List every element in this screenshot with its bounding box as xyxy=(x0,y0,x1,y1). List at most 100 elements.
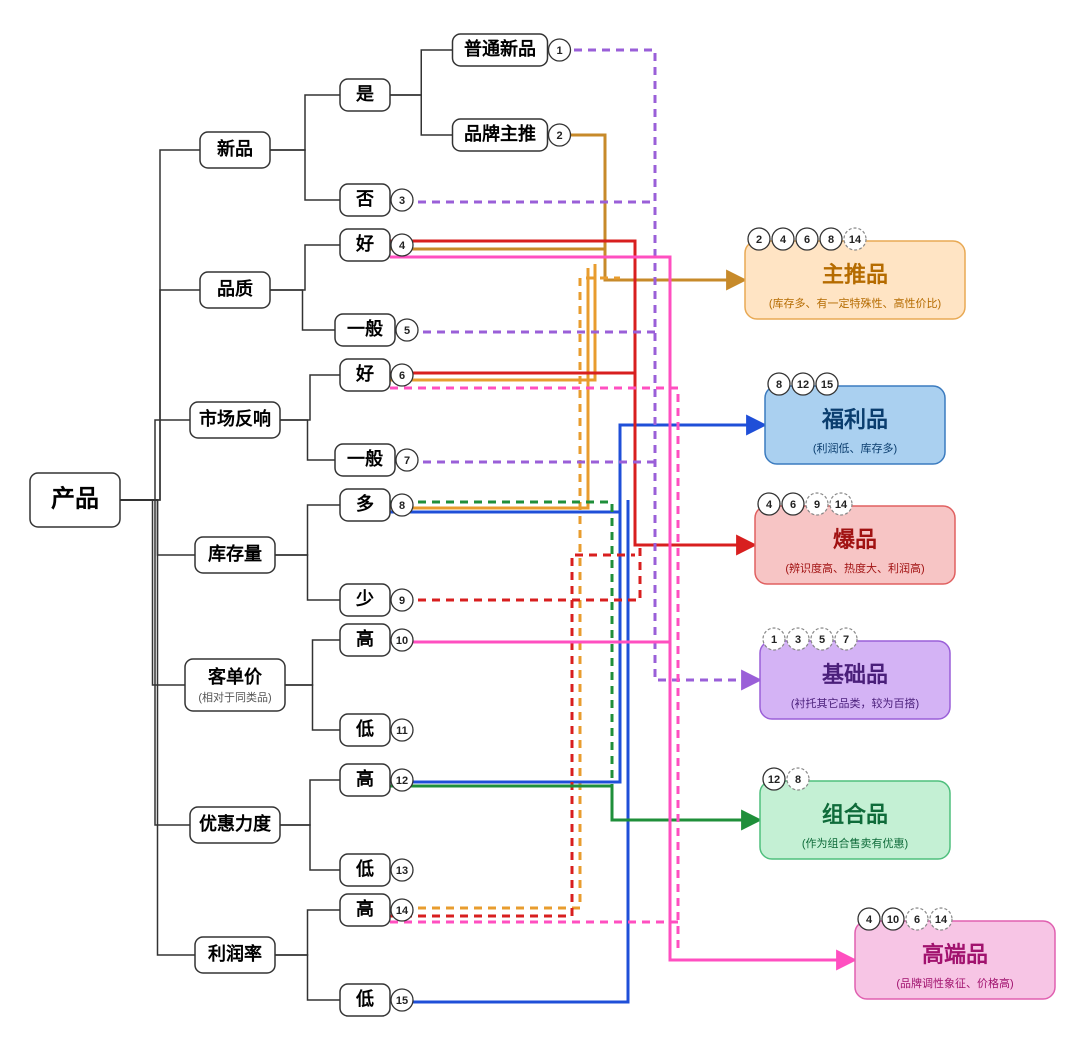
svg-text:14: 14 xyxy=(396,905,409,917)
num-badge-7: 7 xyxy=(396,449,418,471)
diagram-canvas: 产品新品是普通新品1品牌主推2否3品质好4一般5市场反响好6一般7库存量多8少9… xyxy=(0,0,1080,1049)
dim-d6: 优惠力度 xyxy=(190,807,280,843)
svg-text:市场反响: 市场反响 xyxy=(199,408,271,429)
num-badge-14: 14 xyxy=(844,228,866,250)
svg-text:10: 10 xyxy=(396,635,408,647)
svg-text:8: 8 xyxy=(828,234,834,246)
svg-text:高: 高 xyxy=(356,768,374,789)
num-badge-4: 4 xyxy=(391,234,413,256)
node-l3: 否 xyxy=(340,184,390,216)
num-badge-7: 7 xyxy=(835,628,857,650)
svg-text:3: 3 xyxy=(795,634,801,646)
svg-text:高: 高 xyxy=(356,628,374,649)
svg-text:1: 1 xyxy=(556,45,562,57)
category-cat1: 主推品 (库存多、有一定特殊性、高性价比) 246 8 14 xyxy=(745,228,965,319)
num-badge-8: 8 xyxy=(787,768,809,790)
svg-text:品牌主推: 品牌主推 xyxy=(464,123,536,144)
svg-text:普通新品: 普通新品 xyxy=(464,38,536,59)
svg-text:(库存多、有一定特殊性、高性价比): (库存多、有一定特殊性、高性价比) xyxy=(769,296,941,310)
svg-text:一般: 一般 xyxy=(347,448,383,469)
svg-text:低: 低 xyxy=(355,988,374,1009)
node-l12: 高 xyxy=(340,764,390,796)
num-badge-15: 15 xyxy=(816,373,838,395)
num-badge-9: 9 xyxy=(806,493,828,515)
node-l6: 好 xyxy=(340,359,390,391)
root-node: 产品 xyxy=(30,473,120,527)
svg-text:主推品: 主推品 xyxy=(822,262,888,287)
svg-text:爆品: 爆品 xyxy=(833,527,877,552)
svg-text:产品: 产品 xyxy=(51,484,99,512)
svg-text:2: 2 xyxy=(756,234,762,246)
svg-text:12: 12 xyxy=(768,774,780,786)
svg-text:(作为组合售卖有优惠): (作为组合售卖有优惠) xyxy=(802,836,908,850)
svg-text:12: 12 xyxy=(797,379,809,391)
num-badge-6: 6 xyxy=(796,228,818,250)
node-l9: 少 xyxy=(340,584,390,616)
num-badge-4: 4 xyxy=(758,493,780,515)
num-badge-15: 15 xyxy=(391,989,413,1011)
flow-line xyxy=(390,555,635,916)
node-l15: 低 xyxy=(340,984,390,1016)
svg-text:4: 4 xyxy=(766,499,773,511)
svg-text:11: 11 xyxy=(396,725,408,737)
svg-text:9: 9 xyxy=(814,499,820,511)
node-l8: 多 xyxy=(340,489,390,521)
svg-text:4: 4 xyxy=(399,240,406,252)
svg-text:6: 6 xyxy=(914,914,920,926)
svg-text:4: 4 xyxy=(866,914,873,926)
svg-text:14: 14 xyxy=(835,499,848,511)
num-badge-14: 14 xyxy=(391,899,413,921)
node-l1: 普通新品 xyxy=(453,34,548,66)
svg-text:多: 多 xyxy=(356,493,374,514)
svg-text:少: 少 xyxy=(355,589,374,609)
num-badge-6: 6 xyxy=(906,908,928,930)
num-badge-8: 8 xyxy=(391,494,413,516)
svg-text:品质: 品质 xyxy=(217,279,253,299)
num-badge-5: 5 xyxy=(811,628,833,650)
category-layer: 主推品(库存多、有一定特殊性、高性价比)246814福利品(利润低、库存多)81… xyxy=(745,228,1055,999)
svg-text:(辨识度高、热度大、利润高): (辨识度高、热度大、利润高) xyxy=(785,561,924,575)
num-badge-14: 14 xyxy=(930,908,952,930)
svg-text:新品: 新品 xyxy=(217,138,253,159)
svg-text:(衬托其它品类，较为百搭): (衬托其它品类，较为百搭) xyxy=(791,696,919,710)
num-badge-13: 13 xyxy=(391,859,413,881)
flow-line xyxy=(390,786,760,820)
dim-d1: 新品 xyxy=(200,132,270,168)
svg-text:6: 6 xyxy=(804,234,810,246)
num-badge-4: 4 xyxy=(772,228,794,250)
dim-d7: 利润率 xyxy=(195,937,275,973)
num-badge-9: 9 xyxy=(391,589,413,611)
svg-text:福利品: 福利品 xyxy=(821,407,888,432)
svg-text:一般: 一般 xyxy=(347,318,383,339)
svg-text:3: 3 xyxy=(399,195,405,207)
node-l10: 高 xyxy=(340,624,390,656)
flow-line xyxy=(390,241,755,545)
svg-text:(相对于同类品): (相对于同类品) xyxy=(198,690,271,704)
num-badge-1: 1 xyxy=(763,628,785,650)
dim-d3: 市场反响 xyxy=(190,402,280,438)
num-badge-5: 5 xyxy=(396,319,418,341)
svg-text:10: 10 xyxy=(887,914,899,926)
dim-d4: 库存量 xyxy=(195,537,275,573)
flow-line xyxy=(560,50,760,680)
svg-text:组合品: 组合品 xyxy=(822,802,888,827)
svg-text:15: 15 xyxy=(396,995,408,1007)
num-badge-2: 2 xyxy=(549,124,571,146)
num-badge-12: 12 xyxy=(391,769,413,791)
svg-text:好: 好 xyxy=(355,233,374,254)
node-l2: 品牌主推 xyxy=(453,119,548,151)
svg-text:14: 14 xyxy=(935,914,948,926)
num-badge-8: 8 xyxy=(768,373,790,395)
svg-text:8: 8 xyxy=(776,379,782,391)
svg-text:2: 2 xyxy=(556,130,562,142)
num-badge-6: 6 xyxy=(391,364,413,386)
num-badge-2: 2 xyxy=(748,228,770,250)
node-l13: 低 xyxy=(340,854,390,886)
svg-text:1: 1 xyxy=(771,634,777,646)
node-l11: 低 xyxy=(340,714,390,746)
svg-text:15: 15 xyxy=(821,379,833,391)
num-badge-10: 10 xyxy=(391,629,413,651)
node-l7: 一般 xyxy=(335,444,395,476)
num-badge-1: 1 xyxy=(549,39,571,61)
svg-text:6: 6 xyxy=(790,499,796,511)
